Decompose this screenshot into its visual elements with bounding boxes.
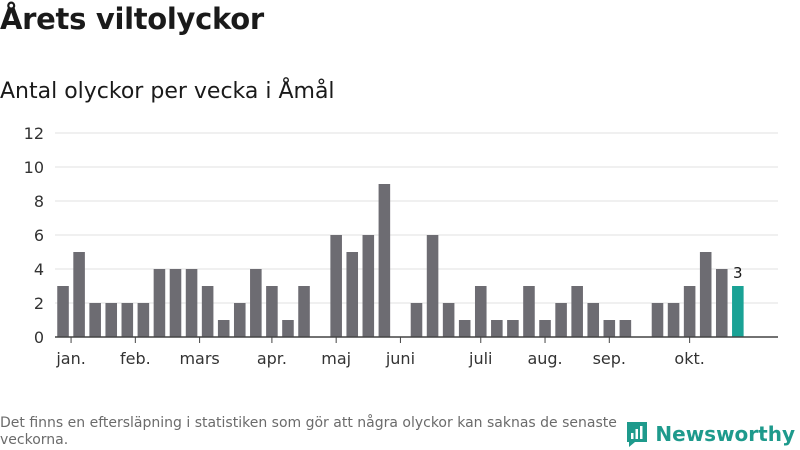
bar (603, 320, 616, 337)
bar (185, 269, 198, 337)
bar (667, 303, 680, 337)
bar (282, 320, 294, 337)
bar (619, 320, 632, 337)
bar-chart: 0 2 4 6 8 10 12 3 jan. feb. mars apr. maj juni juli aug… (24, 124, 778, 368)
chart-subtitle: Antal olyckor per vecka i Åmål (0, 79, 335, 104)
footnote: Det finns en eftersläpning i statistiken… (0, 415, 617, 448)
bar (732, 286, 744, 337)
bar (587, 303, 600, 337)
y-tick-label: 12 (24, 124, 44, 143)
bar (89, 303, 101, 337)
bar (137, 303, 150, 337)
bar (683, 286, 696, 337)
y-tick-label: 8 (34, 192, 44, 211)
bar (491, 320, 503, 337)
bar (169, 269, 182, 337)
bar (442, 303, 455, 337)
bar (73, 252, 85, 337)
y-tick-label: 6 (34, 226, 44, 245)
bar (233, 303, 246, 337)
bar (539, 320, 551, 337)
x-tick-label: maj (321, 349, 351, 368)
bar (105, 303, 118, 337)
bar (555, 303, 567, 337)
bar (153, 269, 166, 337)
y-tick-label: 2 (34, 294, 44, 313)
bar (346, 252, 359, 337)
bar (458, 320, 471, 337)
bar (378, 184, 391, 337)
bar (57, 286, 69, 337)
bar (330, 235, 342, 337)
x-tick-label: aug. (527, 349, 562, 368)
x-tick-label: feb. (120, 349, 151, 368)
bar (507, 320, 519, 337)
bar (298, 286, 310, 337)
bar (362, 235, 375, 337)
bar (121, 303, 134, 337)
bar (715, 269, 728, 337)
newsworthy-logo-icon (627, 422, 648, 447)
x-tick-label: juli (468, 349, 492, 368)
bar (250, 269, 262, 337)
bar (474, 286, 487, 337)
x-tick-label: jan. (55, 349, 85, 368)
y-tick-label: 4 (34, 260, 44, 279)
newsworthy-brand[interactable]: Newsworthy (625, 420, 795, 448)
y-tick-label: 10 (24, 158, 44, 177)
brand-name: Newsworthy (655, 422, 795, 446)
x-tick-label: mars (179, 349, 219, 368)
bar (426, 235, 439, 337)
bar (699, 252, 712, 337)
last-value-label: 3 (733, 264, 743, 282)
y-tick-label: 0 (34, 328, 44, 347)
bar (651, 303, 664, 337)
bar (410, 303, 423, 337)
bar (571, 286, 583, 337)
x-tick-label: sep. (593, 349, 626, 368)
bar (266, 286, 278, 337)
x-tick-label: okt. (674, 349, 704, 368)
x-tick-label: apr. (257, 349, 287, 368)
bar (217, 320, 230, 337)
x-tick-label: juni (385, 349, 415, 368)
bar (201, 286, 214, 337)
chart-title: Årets viltolyckor (0, 2, 264, 36)
bar (523, 286, 535, 337)
